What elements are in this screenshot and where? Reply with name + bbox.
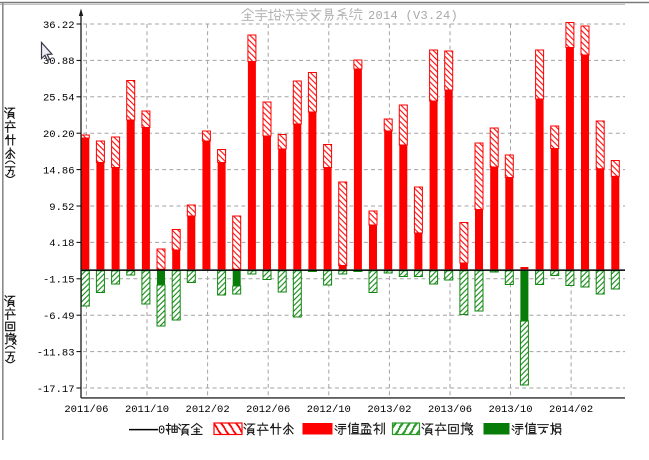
svg-text:2012/02: 2012/02 [186, 404, 230, 416]
svg-text:14.86: 14.86 [43, 165, 75, 177]
svg-text:-6.49: -6.49 [43, 311, 75, 323]
svg-text:2014 (V3.24): 2014 (V3.24) [368, 9, 458, 23]
svg-text:9.52: 9.52 [49, 202, 74, 214]
svg-text:2011/10: 2011/10 [125, 404, 169, 416]
svg-text:25.54: 25.54 [43, 93, 75, 105]
svg-text:-11.83: -11.83 [37, 347, 75, 359]
svg-text:2012/06: 2012/06 [246, 404, 290, 416]
svg-text:20.20: 20.20 [43, 129, 75, 141]
svg-text:0: 0 [158, 424, 165, 438]
svg-text:2012/10: 2012/10 [307, 404, 351, 416]
svg-text:2014/02: 2014/02 [549, 404, 593, 416]
svg-text:2013/06: 2013/06 [428, 404, 472, 416]
svg-text:2011/06: 2011/06 [64, 404, 108, 416]
svg-text:2013/02: 2013/02 [367, 404, 411, 416]
svg-text:2013/10: 2013/10 [488, 404, 532, 416]
svg-text:-1.15: -1.15 [43, 275, 75, 287]
svg-text:-17.17: -17.17 [37, 384, 75, 396]
svg-text:36.22: 36.22 [43, 20, 75, 32]
svg-text:30.88: 30.88 [43, 56, 75, 68]
svg-text:4.18: 4.18 [49, 238, 74, 250]
